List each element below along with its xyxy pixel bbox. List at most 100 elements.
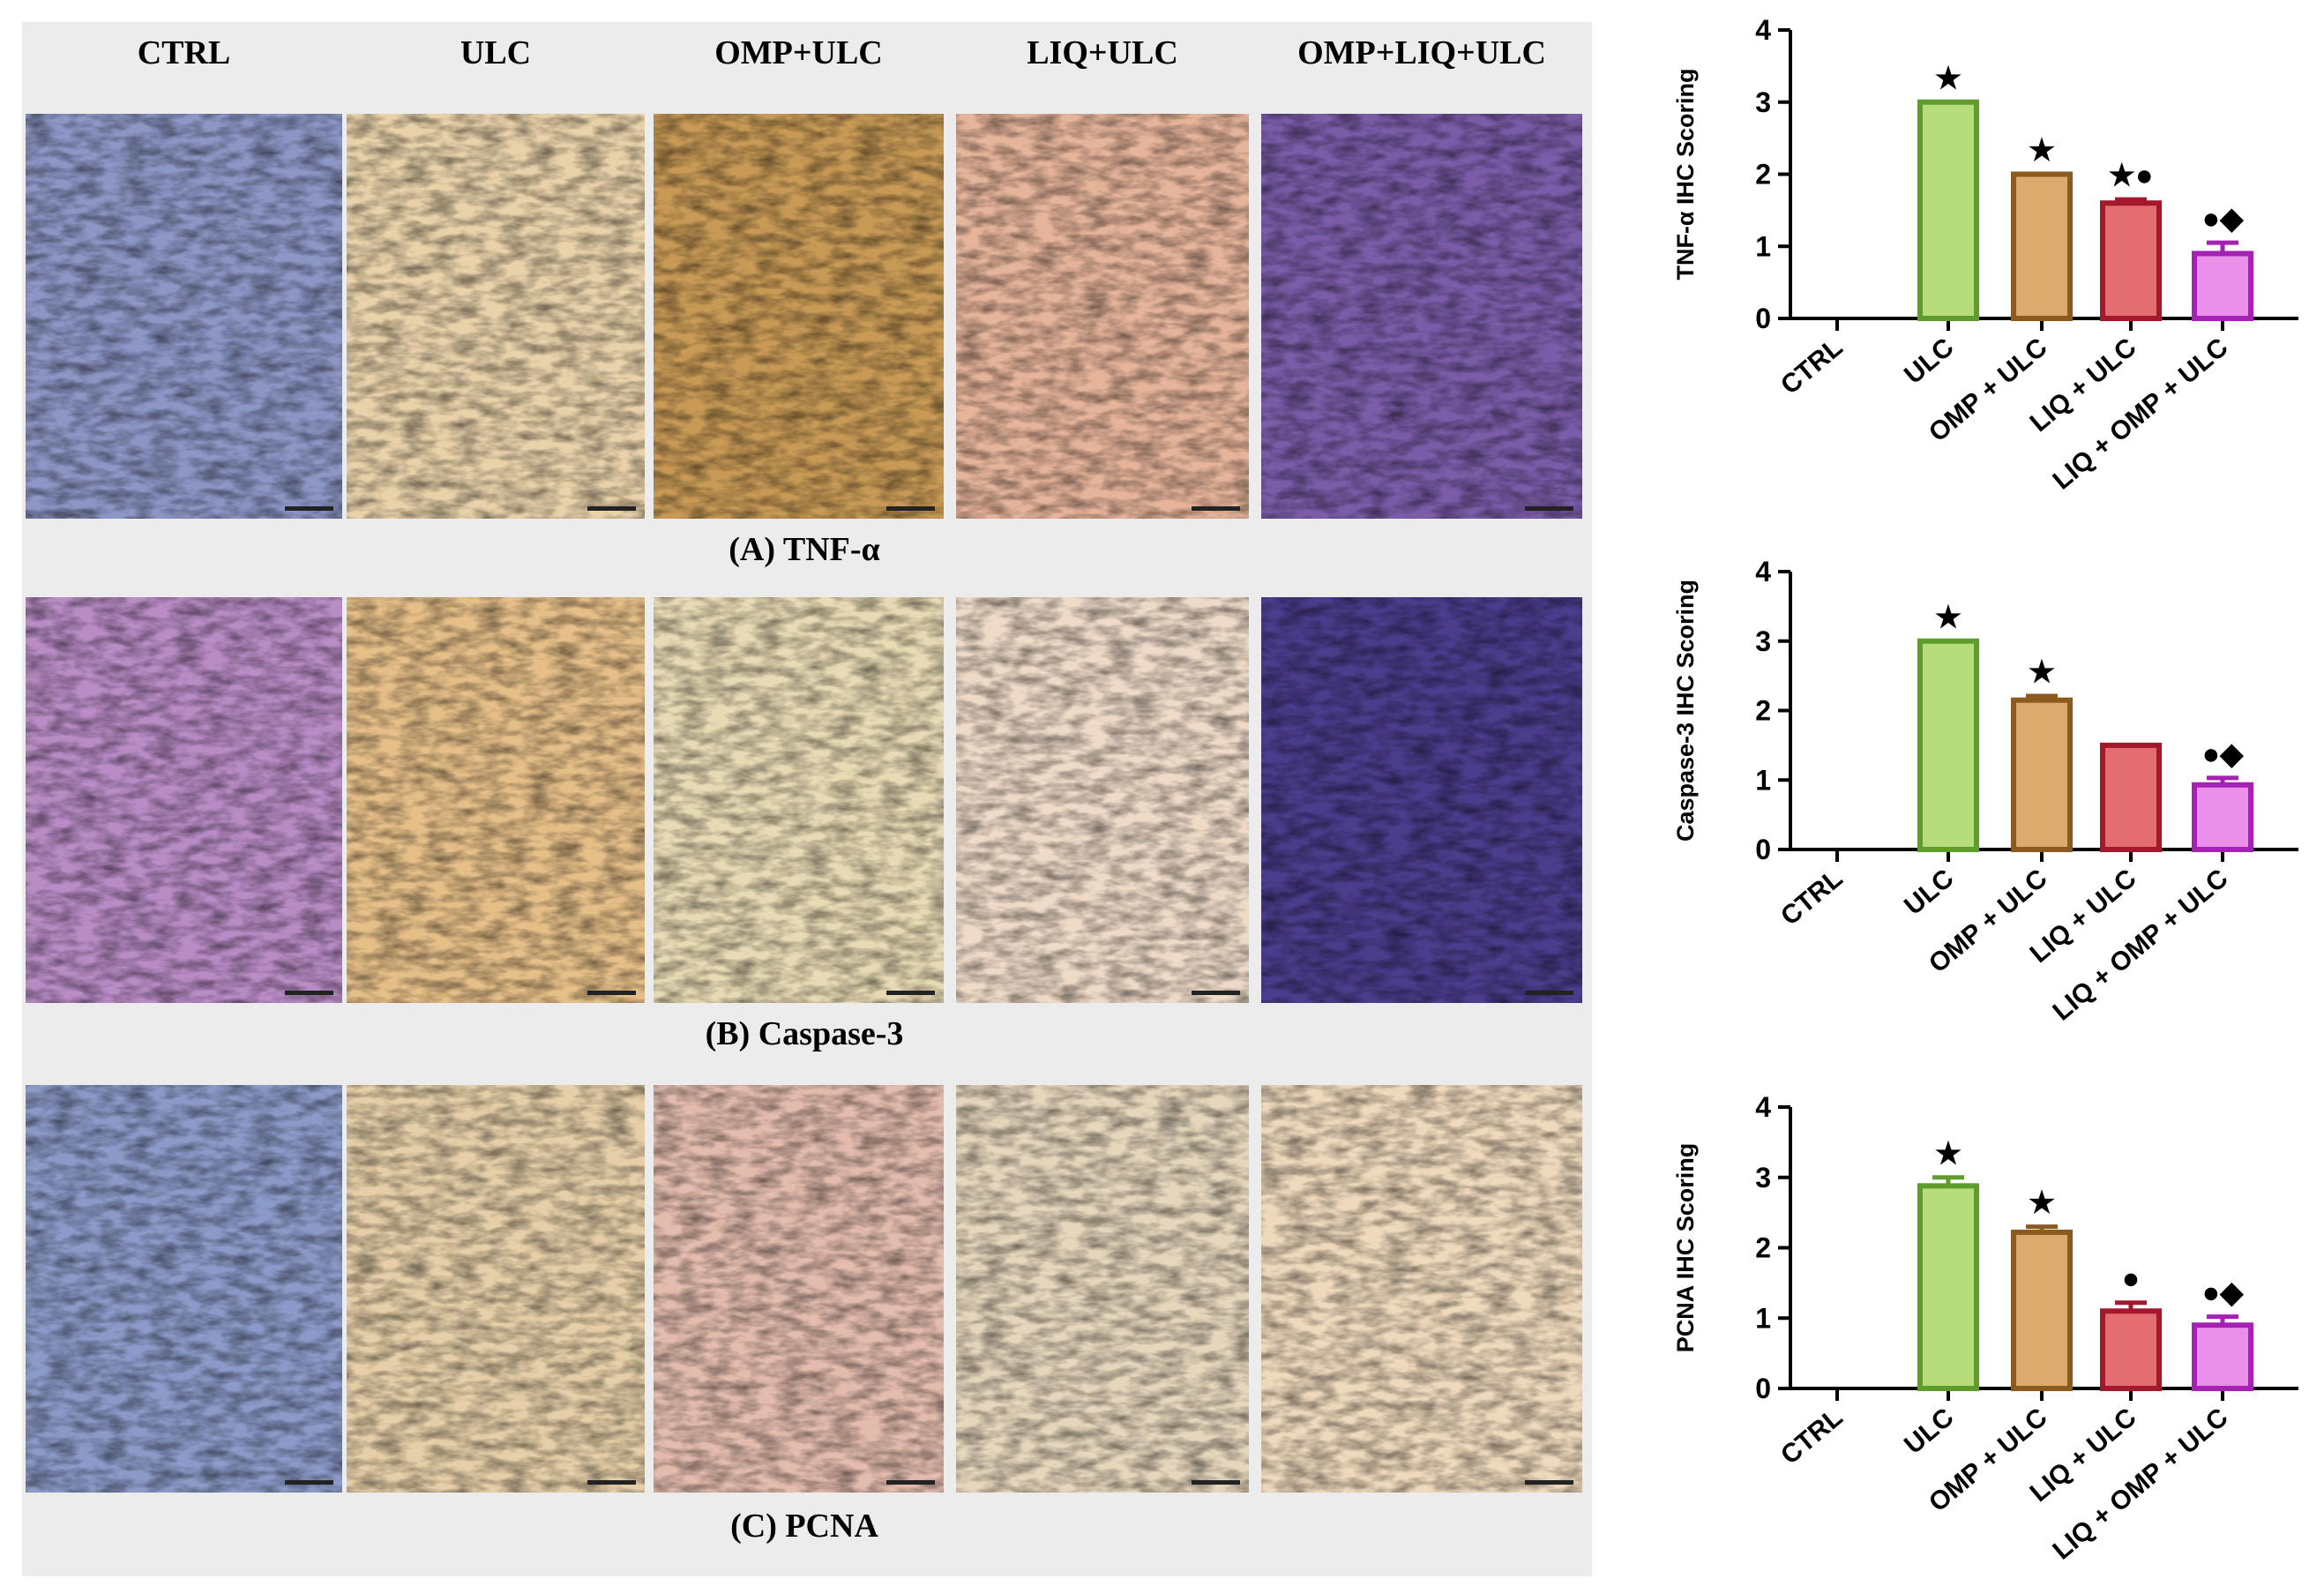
y-tick-label: 0 [1755, 303, 1771, 334]
bar [2192, 782, 2253, 853]
micrograph-texture [654, 114, 944, 519]
bar [2100, 1308, 2162, 1392]
x-tick-label: LIQ + OMP + ULC [2047, 864, 2233, 1027]
bar [1917, 638, 1979, 852]
scale-bar [285, 506, 333, 511]
row-caption: (A) TNF-α [729, 531, 879, 568]
micrograph-texture [1261, 114, 1582, 519]
micrograph-texture [654, 597, 944, 1003]
x-tick-label: LIQ + OMP + ULC [2047, 333, 2233, 496]
x-tick-label: CTRL [1775, 864, 1848, 932]
row-caption: (B) Caspase-3 [706, 1015, 904, 1052]
significance-mark: ●◆ [2202, 202, 2245, 236]
micrograph-texture [26, 597, 342, 1003]
scale-bar [886, 1480, 935, 1485]
y-tick-label: 1 [1755, 764, 1771, 796]
scale-bar [285, 991, 333, 995]
x-tick-label: CTRL [1775, 1403, 1848, 1471]
y-tick-label: 4 [1755, 556, 1771, 587]
micrograph-texture [347, 597, 645, 1003]
micrograph-texture [956, 1085, 1249, 1493]
bar [2192, 251, 2253, 321]
scale-bar [1525, 991, 1573, 995]
y-tick-label: 1 [1755, 1302, 1771, 1334]
micrographs: CTRL ULC OMP+ULC LIQ+ULC OMP+LIQ+ULC (A) TNF-… [26, 34, 1582, 1545]
column-header: OMP+ULC [714, 34, 883, 71]
bar [2011, 697, 2073, 852]
column-header: OMP+LIQ+ULC [1297, 34, 1546, 71]
column-header: LIQ+ULC [1027, 34, 1178, 71]
column-header: CTRL [138, 34, 231, 71]
error-bar [2207, 240, 2238, 254]
significance-mark: ★ [1935, 62, 1962, 95]
scale-bar [886, 991, 935, 995]
micrograph-texture [956, 114, 1249, 519]
error-bar [2115, 1300, 2147, 1312]
micrograph-texture [26, 1085, 342, 1493]
y-tick-label: 2 [1755, 1232, 1771, 1264]
y-axis-label: TNF-α IHC Scoring [1672, 68, 1699, 280]
row-caption: (C) PCNA [730, 1508, 878, 1545]
scale-bar [1192, 506, 1240, 511]
bar [2192, 1322, 2253, 1391]
bar [2011, 171, 2073, 321]
error-bar [2207, 1314, 2238, 1326]
y-axis-label: Caspase-3 IHC Scoring [1672, 580, 1699, 842]
micrograph-texture [654, 1085, 944, 1493]
bar [1917, 99, 1979, 321]
bar [2100, 200, 2162, 321]
y-tick-label: 0 [1755, 1373, 1771, 1404]
scale-bar [1525, 506, 1573, 511]
scale-bar [1192, 991, 1240, 995]
x-tick-label: LIQ + OMP + ULC [2047, 1403, 2233, 1566]
x-tick-label: ULC [1899, 1403, 1959, 1460]
significance-mark: ★ [2029, 655, 2055, 689]
micrograph-texture [1261, 597, 1582, 1003]
y-tick-label: 1 [1755, 230, 1771, 262]
error-bar [2026, 693, 2058, 700]
scale-bar [587, 1480, 636, 1485]
significance-mark: ★ [2029, 134, 2055, 168]
y-axis-label: PCNA IHC Scoring [1672, 1143, 1699, 1353]
y-tick-label: 3 [1755, 1162, 1771, 1194]
column-header: ULC [460, 34, 531, 71]
y-tick-label: 2 [1755, 695, 1771, 727]
error-bar [2026, 1224, 2058, 1232]
y-tick-label: 2 [1755, 159, 1771, 191]
x-tick-label: CTRL [1775, 333, 1848, 400]
scale-bar [285, 1480, 333, 1485]
x-tick-label: ULC [1899, 333, 1959, 390]
y-tick-label: 0 [1755, 834, 1771, 865]
bar [1917, 1183, 1979, 1391]
significance-mark: ★ [1935, 1137, 1962, 1171]
micrograph-texture [26, 114, 342, 519]
y-tick-label: 3 [1755, 625, 1771, 657]
scale-bar [886, 506, 935, 511]
error-bar [2207, 775, 2238, 785]
bar [2100, 742, 2162, 852]
scale-bar [587, 991, 636, 995]
error-bar [2115, 197, 2147, 204]
micrograph-texture [956, 597, 1249, 1003]
y-tick-label: 3 [1755, 86, 1771, 118]
significance-mark: ● [2122, 1262, 2141, 1296]
scale-bar [1192, 1480, 1240, 1485]
scale-bar [1525, 1480, 1573, 1485]
significance-mark: ●◆ [2202, 737, 2245, 771]
micrograph-texture [347, 114, 645, 519]
y-tick-label: 4 [1755, 14, 1771, 46]
y-tick-label: 4 [1755, 1091, 1771, 1123]
significance-mark: ★● [2108, 159, 2153, 192]
bar [2011, 1229, 2073, 1391]
micrograph-texture [1261, 1085, 1582, 1493]
scale-bar [587, 506, 636, 511]
x-tick-label: ULC [1899, 864, 1959, 921]
error-bar [1932, 1175, 1964, 1186]
significance-mark: ★ [2029, 1186, 2055, 1220]
significance-mark: ●◆ [2202, 1276, 2245, 1310]
